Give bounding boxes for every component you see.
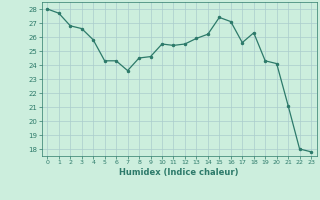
- X-axis label: Humidex (Indice chaleur): Humidex (Indice chaleur): [119, 168, 239, 177]
